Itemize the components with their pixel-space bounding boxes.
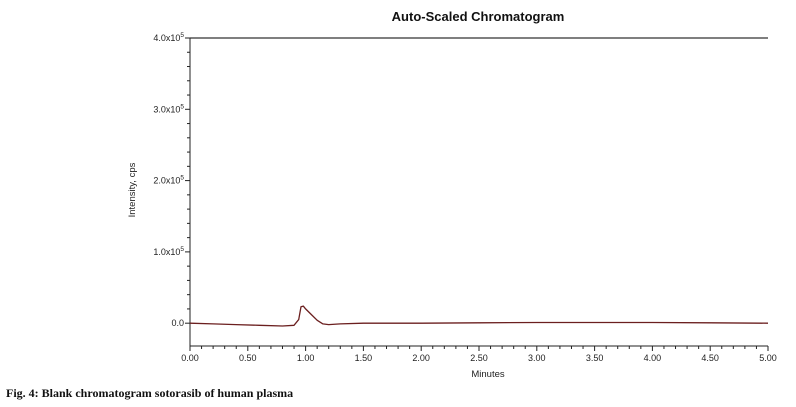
x-tick-label: 2.00 xyxy=(412,353,430,363)
x-axis-label: Minutes xyxy=(471,369,505,380)
x-tick-label: 4.50 xyxy=(701,353,719,363)
x-tick-label: 2.50 xyxy=(470,353,488,363)
x-tick-label: 1.00 xyxy=(297,353,315,363)
y-tick-label: 4.0x105 xyxy=(153,32,184,43)
series-layer xyxy=(189,305,769,327)
y-tick-label: 2.0x105 xyxy=(153,175,184,186)
x-tick-label: 3.50 xyxy=(586,353,604,363)
y-axis-ticks: 0.0 1.0x105 2.0x105 3.0x105 4.0x105 xyxy=(153,32,190,328)
x-tick-label: 1.50 xyxy=(355,353,373,363)
chart-title: Auto-Scaled Chromatogram xyxy=(392,9,565,24)
x-tick-label: 5.00 xyxy=(759,353,777,363)
x-axis-ticks: 0.00 0.50 1.00 1.50 2.00 2.50 3.00 3.50 4.00 4.50… xyxy=(181,346,777,363)
figure-caption: Fig. 4: Blank chromatogram sotorasib of … xyxy=(6,386,294,400)
series-line xyxy=(189,305,769,327)
y-axis-label: Intensity, cps xyxy=(127,162,138,217)
y-tick-label: 1.0x105 xyxy=(153,246,184,257)
x-tick-label: 4.00 xyxy=(644,353,662,363)
x-tick-label: 0.00 xyxy=(181,353,199,363)
chromatogram-chart: Auto-Scaled Chromatogram 0.00 0.50 1.00 1.5… xyxy=(127,9,777,380)
x-tick-label: 0.50 xyxy=(239,353,257,363)
y-tick-label: 3.0x105 xyxy=(153,103,184,114)
y-tick-label: 0.0 xyxy=(171,318,184,328)
x-tick-label: 3.00 xyxy=(528,353,546,363)
